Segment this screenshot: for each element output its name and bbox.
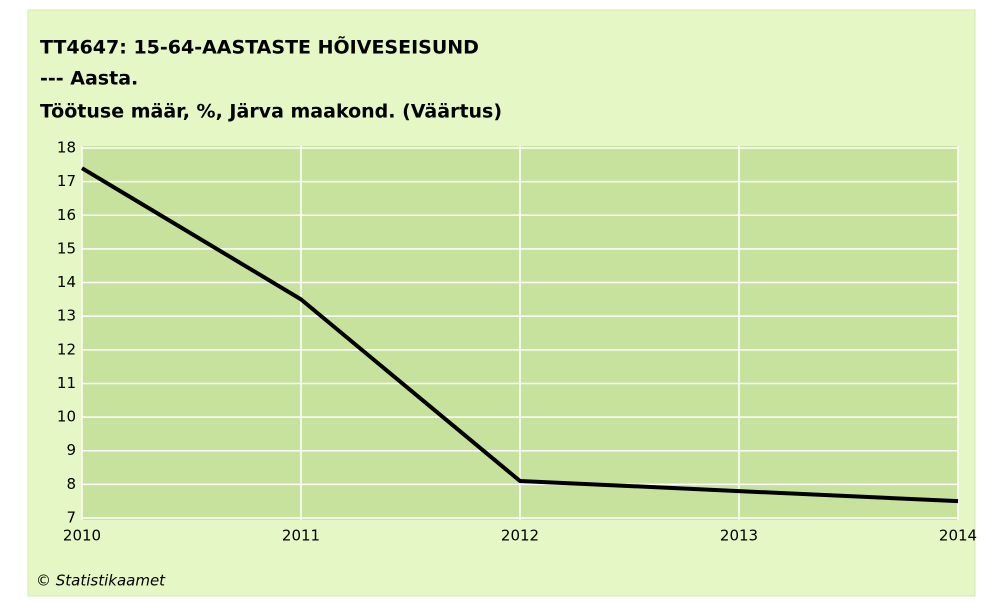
y-axis-label: Töötuse määr, %, Järva maakond. (Väärtus… [40, 101, 502, 123]
y-tick-label: 16 [57, 206, 76, 224]
y-tick-label: 18 [57, 139, 76, 157]
y-tick-label: 12 [57, 340, 76, 358]
y-tick-label: 9 [66, 441, 76, 459]
y-tick-label: 11 [57, 374, 76, 392]
source: © Statistikaamet [36, 572, 166, 590]
y-tick-label: 14 [57, 273, 76, 291]
y-tick-label: 7 [66, 509, 76, 527]
y-tick-label: 8 [66, 475, 76, 493]
y-tick-label: 10 [57, 408, 76, 426]
y-tick-label: 13 [57, 307, 76, 325]
x-tick-label: 2013 [720, 527, 758, 545]
y-tick-label: 15 [57, 239, 76, 257]
data-line [80, 166, 959, 504]
x-tick-label: 2012 [501, 527, 539, 545]
x-tick-label: 2014 [939, 527, 977, 545]
x-tick-label: 2011 [282, 527, 320, 545]
x-tick-label: 2010 [63, 527, 101, 545]
chart-title: TT4647: 15-64-AASTASTE HÕIVESEISUND [40, 35, 479, 59]
chart-subtitle: --- Aasta. [40, 68, 138, 90]
y-tick-label: 17 [57, 172, 76, 190]
